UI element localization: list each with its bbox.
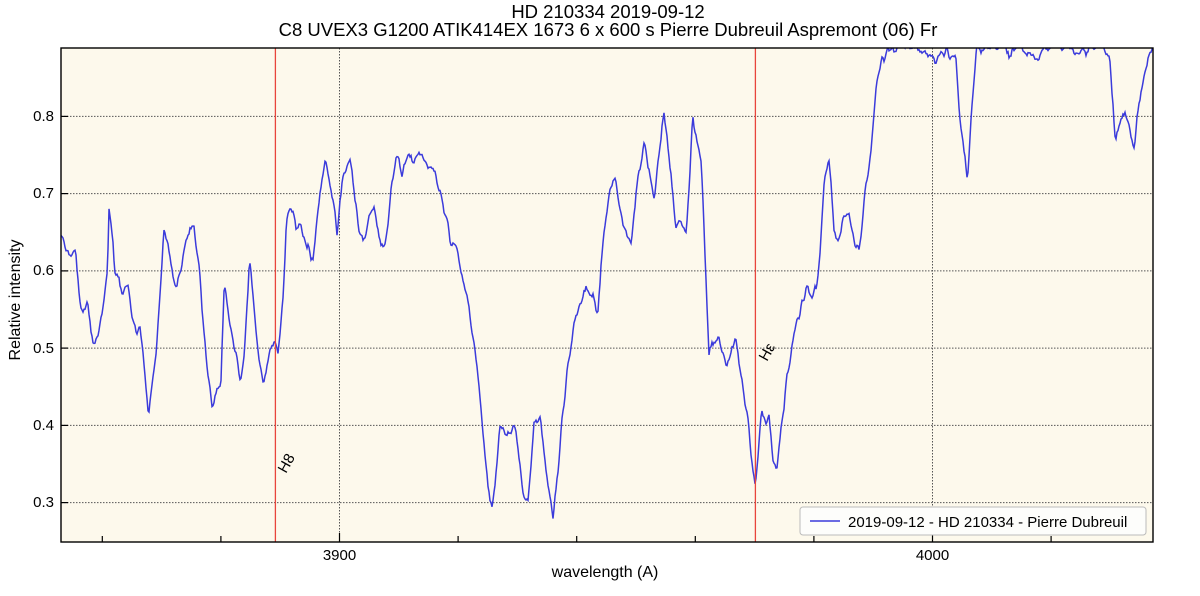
svg-text:0.3: 0.3 <box>33 494 54 511</box>
svg-text:0.4: 0.4 <box>33 417 54 434</box>
svg-text:Relative intensity: Relative intensity <box>7 240 24 361</box>
svg-text:0.7: 0.7 <box>33 185 54 202</box>
svg-text:2019-09-12 - HD 210334 - Pierr: 2019-09-12 - HD 210334 - Pierre Dubreuil <box>848 514 1127 531</box>
svg-text:0.5: 0.5 <box>33 340 54 357</box>
svg-text:wavelength (A): wavelength (A) <box>551 564 659 581</box>
svg-text:0.8: 0.8 <box>33 108 54 125</box>
svg-text:C8 UVEX3 G1200 ATIK414EX 1673: C8 UVEX3 G1200 ATIK414EX 1673 6 x 600 s … <box>279 19 938 40</box>
svg-text:3900: 3900 <box>323 547 356 564</box>
svg-text:4000: 4000 <box>916 547 949 564</box>
svg-text:0.6: 0.6 <box>33 262 54 279</box>
